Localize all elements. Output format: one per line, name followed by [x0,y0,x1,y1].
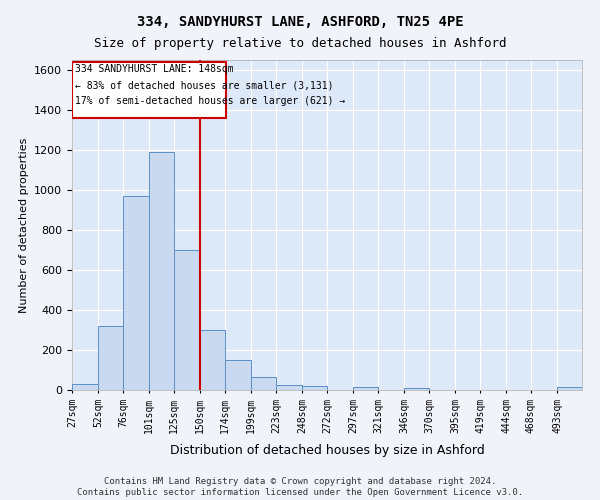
Bar [302,386,327,390]
Bar [276,385,302,390]
Bar [251,377,276,390]
FancyBboxPatch shape [72,62,226,118]
Text: Contains HM Land Registry data © Crown copyright and database right 2024.: Contains HM Land Registry data © Crown c… [104,477,496,486]
Text: 334 SANDYHURST LANE: 148sqm: 334 SANDYHURST LANE: 148sqm [75,64,234,74]
Bar [123,196,149,390]
Bar [98,326,123,390]
Bar [225,360,251,390]
Text: Size of property relative to detached houses in Ashford: Size of property relative to detached ho… [94,38,506,51]
Bar [174,250,200,390]
Bar [149,152,174,390]
X-axis label: Distribution of detached houses by size in Ashford: Distribution of detached houses by size … [170,444,484,457]
Text: ← 83% of detached houses are smaller (3,131): ← 83% of detached houses are smaller (3,… [75,80,334,90]
Text: Contains public sector information licensed under the Open Government Licence v3: Contains public sector information licen… [77,488,523,497]
Text: 334, SANDYHURST LANE, ASHFORD, TN25 4PE: 334, SANDYHURST LANE, ASHFORD, TN25 4PE [137,15,463,29]
Y-axis label: Number of detached properties: Number of detached properties [19,138,29,312]
Bar [200,330,225,390]
Bar [557,387,582,390]
Bar [353,387,378,390]
Text: 17% of semi-detached houses are larger (621) →: 17% of semi-detached houses are larger (… [75,96,346,106]
Bar [404,388,429,390]
Bar [72,384,98,390]
